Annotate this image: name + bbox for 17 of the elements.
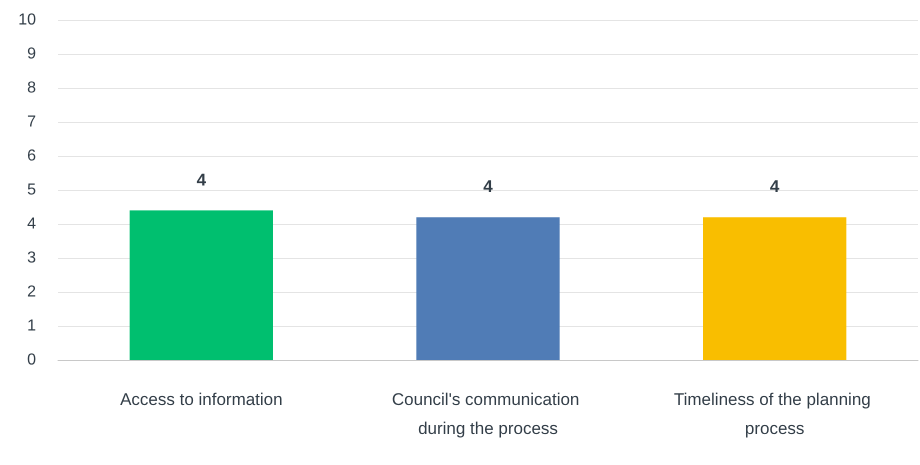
y-tick-label: 9 [27, 46, 36, 62]
y-tick-label: 10 [18, 12, 36, 28]
y-tick-label: 1 [27, 318, 36, 334]
y-tick-label: 7 [27, 114, 36, 130]
x-tick-label: Timeliness of the planning process [674, 390, 876, 438]
y-tick-label: 5 [27, 182, 36, 198]
data-label: 4 [770, 177, 780, 196]
y-tick-label: 2 [27, 284, 36, 300]
y-tick-label: 3 [27, 250, 36, 266]
x-tick-label: Access to information [120, 390, 283, 409]
x-tick-label: Council's communication during the process [392, 390, 584, 438]
data-label: 4 [483, 177, 494, 196]
data-label: 4 [196, 170, 207, 190]
y-tick-label: 8 [27, 80, 36, 96]
y-tick-label: 0 [27, 352, 36, 368]
y-tick-label: 4 [27, 216, 36, 232]
y-tick-label: 6 [27, 148, 36, 164]
